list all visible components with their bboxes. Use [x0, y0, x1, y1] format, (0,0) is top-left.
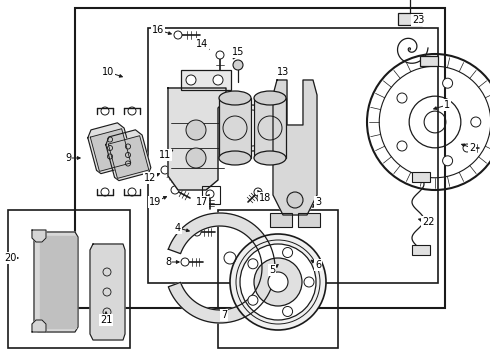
Polygon shape: [106, 130, 151, 181]
Text: 19: 19: [149, 197, 161, 207]
Polygon shape: [88, 123, 133, 174]
Text: 2: 2: [469, 143, 475, 153]
Polygon shape: [40, 236, 76, 328]
Text: 11: 11: [159, 150, 171, 160]
Polygon shape: [34, 232, 78, 332]
Text: 23: 23: [412, 15, 424, 25]
Bar: [8, 210, 130, 348]
Bar: [298, 213, 320, 227]
Text: 15: 15: [232, 47, 244, 57]
Circle shape: [186, 148, 206, 168]
Circle shape: [397, 141, 407, 151]
Text: 9: 9: [65, 153, 71, 163]
Bar: [218, 210, 338, 348]
Circle shape: [471, 117, 481, 127]
Text: 18: 18: [259, 193, 271, 203]
Ellipse shape: [254, 151, 286, 165]
Circle shape: [463, 144, 471, 152]
Text: 8: 8: [165, 257, 171, 267]
Circle shape: [186, 120, 206, 140]
Circle shape: [304, 277, 314, 287]
Circle shape: [397, 93, 407, 103]
Polygon shape: [273, 80, 317, 215]
Bar: [398, 13, 422, 25]
Polygon shape: [169, 213, 275, 323]
Ellipse shape: [254, 91, 286, 105]
Text: 5: 5: [269, 265, 275, 275]
Circle shape: [181, 258, 189, 266]
Circle shape: [171, 144, 179, 152]
Text: 6: 6: [315, 260, 321, 270]
Circle shape: [174, 31, 182, 39]
Circle shape: [283, 248, 293, 257]
Bar: [412, 245, 430, 255]
Bar: [181, 70, 231, 90]
Bar: [202, 186, 220, 204]
Bar: [270, 213, 292, 227]
Circle shape: [193, 228, 201, 236]
Text: 1: 1: [444, 100, 450, 110]
Polygon shape: [90, 244, 125, 340]
Text: 13: 13: [277, 67, 289, 77]
Text: 4: 4: [175, 223, 181, 233]
Polygon shape: [32, 320, 46, 332]
Circle shape: [216, 51, 224, 59]
Text: 20: 20: [4, 253, 16, 263]
Text: 10: 10: [102, 67, 114, 77]
Polygon shape: [32, 230, 46, 242]
Circle shape: [161, 166, 169, 174]
Bar: [148, 28, 438, 283]
Circle shape: [254, 188, 262, 196]
Circle shape: [240, 244, 316, 320]
Circle shape: [230, 234, 326, 330]
Circle shape: [233, 60, 243, 70]
Circle shape: [442, 156, 453, 166]
Bar: [254, 98, 286, 158]
Text: 22: 22: [422, 217, 434, 227]
Circle shape: [186, 75, 196, 85]
Circle shape: [257, 193, 267, 203]
Circle shape: [268, 272, 288, 292]
Bar: [219, 98, 251, 158]
Bar: [420, 56, 438, 66]
Text: 16: 16: [152, 25, 164, 35]
Ellipse shape: [219, 151, 251, 165]
Polygon shape: [108, 136, 149, 178]
Text: 7: 7: [221, 310, 227, 320]
Polygon shape: [90, 129, 131, 171]
Ellipse shape: [219, 91, 251, 105]
Polygon shape: [168, 88, 226, 190]
Circle shape: [248, 259, 258, 269]
Text: 17: 17: [196, 197, 208, 207]
Text: 21: 21: [100, 315, 112, 325]
Circle shape: [206, 190, 214, 198]
Text: 14: 14: [196, 39, 208, 49]
Circle shape: [287, 192, 303, 208]
Text: 12: 12: [144, 173, 156, 183]
Circle shape: [248, 295, 258, 305]
Circle shape: [254, 258, 302, 306]
Bar: [412, 172, 430, 182]
Text: 3: 3: [315, 197, 321, 207]
Circle shape: [213, 75, 223, 85]
Circle shape: [442, 78, 453, 88]
Bar: [75, 8, 445, 308]
Circle shape: [283, 306, 293, 316]
Circle shape: [171, 186, 179, 194]
